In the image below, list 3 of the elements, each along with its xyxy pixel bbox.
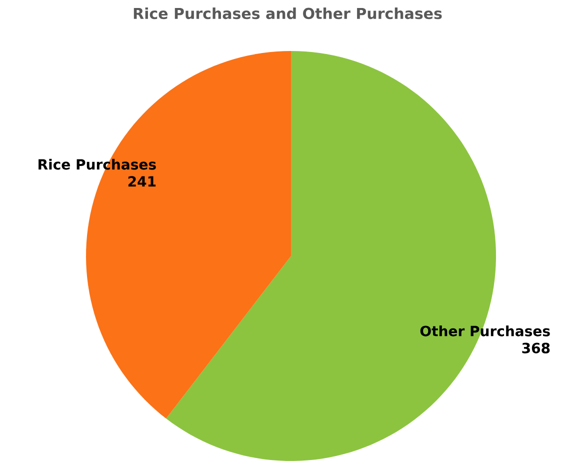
chart-title: Rice Purchases and Other Purchases [134, 8, 442, 20]
data-label: 368 [522, 342, 550, 354]
data-label: 241 [128, 176, 156, 187]
